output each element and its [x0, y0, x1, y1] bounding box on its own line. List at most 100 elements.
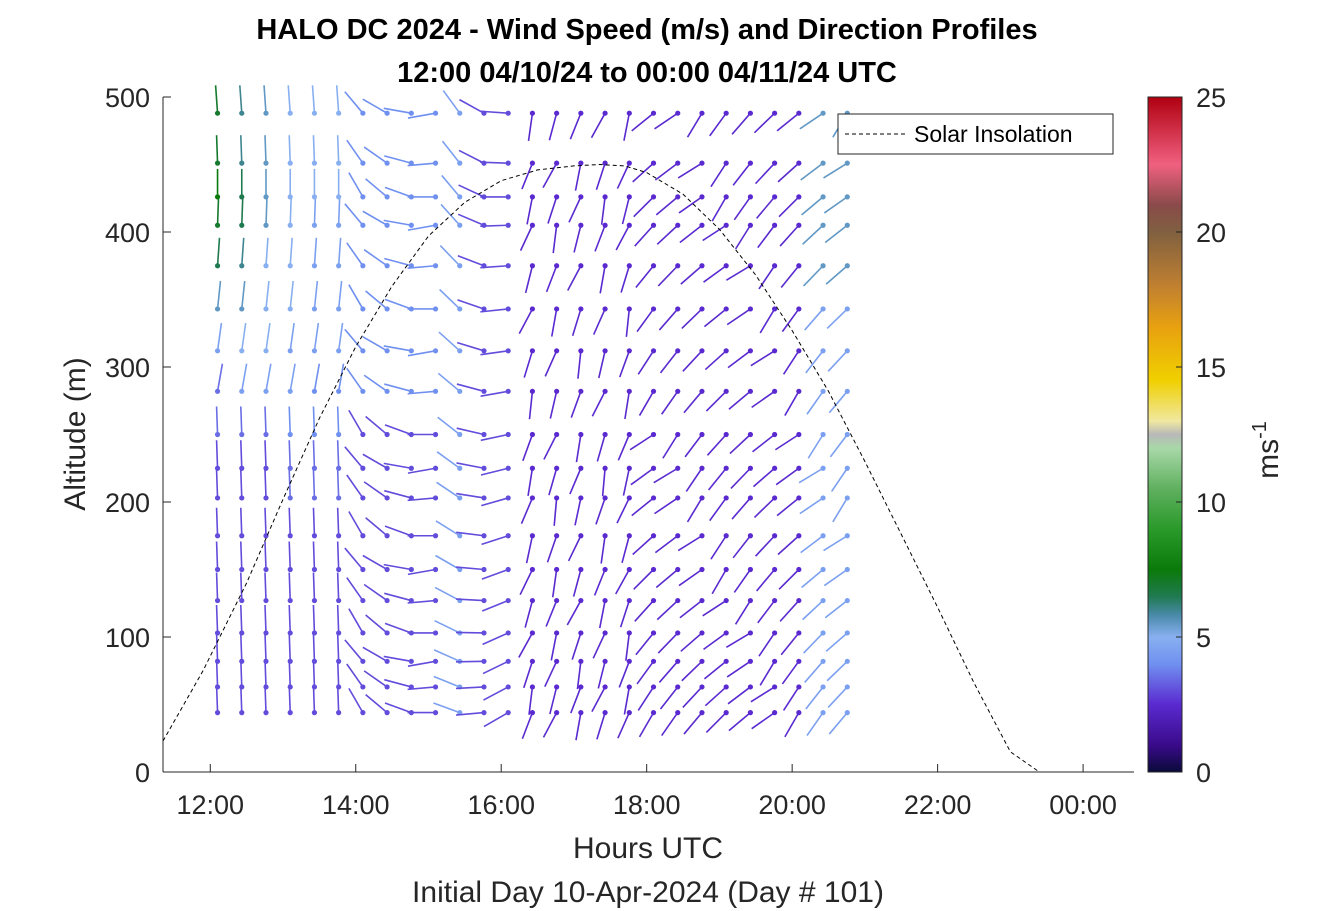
wind-vector	[733, 196, 752, 221]
wind-vector-head	[432, 194, 439, 200]
wind-vector-head	[457, 194, 463, 200]
wind-vector	[682, 686, 703, 708]
wind-vector	[363, 583, 388, 602]
wind-vector-head	[578, 160, 584, 166]
wind-vector	[438, 331, 461, 352]
wind-vector-head	[336, 388, 342, 394]
wind-vector-head	[263, 465, 269, 471]
wind-vector-head	[820, 710, 826, 716]
wind-vector-head	[505, 263, 511, 269]
wind-vector	[777, 162, 800, 183]
wind-vector-head	[772, 194, 778, 200]
wind-vector	[616, 497, 631, 524]
wind-vector	[265, 281, 270, 310]
wind-vector-head	[408, 658, 414, 664]
wind-vector	[727, 350, 751, 369]
wind-vector-head	[747, 533, 754, 539]
wind-vector	[710, 162, 727, 188]
wind-vector-head	[529, 533, 536, 539]
wind-vector-head	[554, 597, 560, 604]
wind-vector-head	[239, 630, 245, 636]
wind-vector-head	[747, 110, 754, 116]
x-tick-label: 00:00	[1049, 790, 1117, 820]
wind-vector	[568, 196, 582, 223]
wind-vector-head	[626, 348, 632, 354]
y-tick-label: 0	[135, 758, 150, 788]
wind-vector	[619, 600, 631, 628]
wind-vector-head	[505, 658, 511, 664]
wind-vector-head	[675, 306, 681, 312]
x-axis-ticks: 12:00 14:00 16:00 18:00 20:00 22:00 00:00	[176, 764, 1117, 820]
wind-vector-head	[844, 630, 850, 636]
wind-vector	[570, 391, 582, 418]
wind-vector	[781, 308, 800, 333]
wind-vector-head	[723, 465, 729, 471]
wind-vector	[239, 604, 243, 633]
wind-vector	[725, 632, 751, 649]
wind-vector	[289, 322, 295, 351]
wind-vector	[289, 197, 292, 226]
wind-vector	[265, 322, 271, 351]
colorbar-tick-label: 5	[1196, 623, 1211, 653]
wind-vector	[348, 608, 364, 634]
wind-vector	[523, 661, 534, 689]
wind-vector	[407, 264, 436, 269]
wind-vector-head	[505, 597, 511, 604]
wind-vector-head	[772, 431, 778, 438]
wind-vector-head	[214, 630, 221, 636]
wind-vector-head	[529, 348, 536, 354]
wind-vector	[548, 112, 558, 141]
wind-vector-head	[699, 495, 705, 501]
wind-vector-head	[626, 465, 632, 471]
wind-vector	[480, 350, 509, 356]
wind-vector	[656, 599, 679, 621]
wind-vector-head	[772, 658, 778, 664]
wind-vector-head	[602, 194, 608, 200]
wind-vector	[615, 224, 631, 251]
wind-vector-head	[675, 263, 681, 269]
wind-vector-head	[820, 533, 826, 539]
wind-vector-head	[650, 710, 657, 716]
wind-vector-head	[457, 306, 463, 312]
wind-vector	[752, 433, 776, 453]
wind-vector-head	[602, 222, 608, 228]
wind-vector	[711, 196, 727, 222]
wind-vector	[733, 569, 752, 593]
wind-vector	[365, 178, 388, 198]
wind-vector	[634, 600, 655, 622]
wind-vector-head	[747, 431, 754, 438]
wind-vector	[288, 440, 292, 469]
wind-vector	[335, 85, 340, 114]
wind-vector	[288, 507, 292, 536]
wind-vector-head	[602, 348, 608, 354]
wind-vector-head	[384, 263, 390, 269]
wind-vector-head	[336, 194, 342, 200]
wind-vector-head	[529, 388, 536, 394]
wind-vector-head	[384, 431, 390, 438]
wind-vector-head	[772, 566, 778, 573]
wind-vector-head	[481, 597, 487, 604]
wind-vector	[574, 162, 582, 191]
wind-vector	[637, 686, 655, 711]
wind-vector	[590, 112, 606, 139]
wind-vector	[265, 237, 269, 266]
wind-vector	[365, 415, 388, 436]
wind-vector	[365, 614, 388, 634]
wind-vector	[595, 497, 606, 525]
wind-vector-head	[360, 495, 366, 501]
wind-vector-head	[263, 194, 269, 200]
wind-vector-head	[723, 110, 729, 116]
wind-vector	[214, 85, 219, 114]
wind-vector	[597, 661, 606, 689]
x-tick-label: 16:00	[467, 790, 535, 820]
wind-vector	[337, 322, 344, 351]
legend: Solar Insolation	[837, 113, 1114, 155]
wind-vector	[384, 298, 412, 310]
colorbar-ticks: 0 5 10 15 20 25	[1176, 83, 1226, 788]
wind-vector	[348, 284, 364, 310]
wind-vector-head	[796, 597, 802, 604]
wind-vector	[407, 686, 436, 691]
chart-title: HALO DC 2024 - Wind Speed (m/s) and Dire…	[256, 14, 1037, 46]
wind-vector-head	[263, 566, 269, 573]
wind-vector-head	[457, 263, 463, 269]
